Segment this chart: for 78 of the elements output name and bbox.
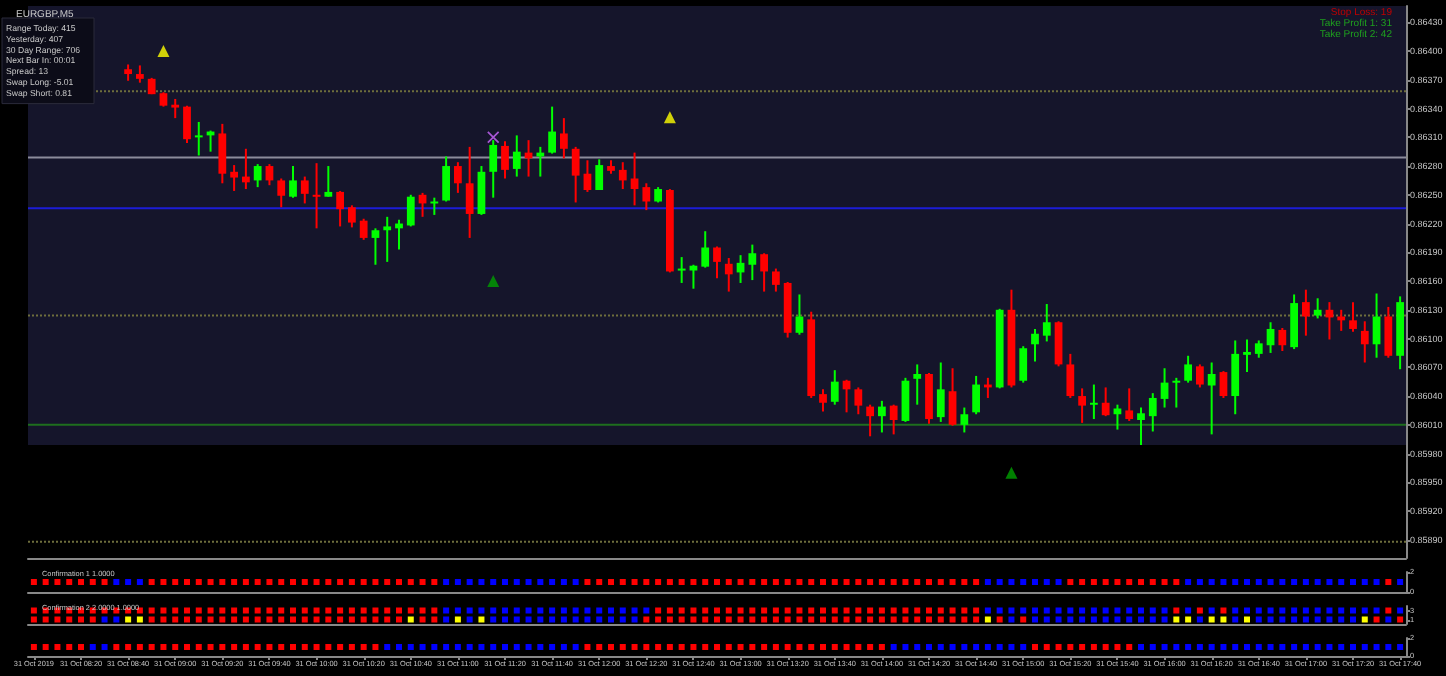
candlestick bbox=[277, 177, 286, 209]
candlestick bbox=[1019, 345, 1028, 384]
candlestick bbox=[171, 97, 180, 120]
candlestick bbox=[548, 105, 556, 155]
candlestick bbox=[972, 374, 980, 416]
candlestick bbox=[925, 372, 933, 425]
candlestick bbox=[677, 256, 686, 284]
point bbox=[1005, 466, 1018, 479]
candlestick bbox=[819, 388, 827, 413]
candlestick bbox=[830, 369, 839, 406]
candlestick bbox=[253, 163, 262, 189]
candlestick bbox=[1184, 354, 1192, 384]
candlestick bbox=[501, 140, 509, 180]
candlestick bbox=[1148, 392, 1157, 433]
candlestick bbox=[701, 230, 710, 269]
point bbox=[487, 131, 500, 144]
candlestick bbox=[218, 122, 227, 185]
candlestick bbox=[1137, 406, 1145, 446]
candlestick bbox=[230, 164, 238, 192]
candlestick bbox=[1207, 361, 1216, 436]
candlestick bbox=[713, 245, 721, 280]
candlestick bbox=[1219, 370, 1228, 399]
point bbox=[157, 45, 170, 58]
candlestick bbox=[689, 263, 698, 290]
candlestick bbox=[1054, 320, 1063, 368]
candlestick bbox=[1360, 320, 1369, 364]
candlestick bbox=[406, 193, 415, 228]
candlestick bbox=[1278, 327, 1287, 352]
candlestick bbox=[1313, 297, 1322, 320]
candlestick bbox=[359, 217, 368, 241]
candlestick bbox=[1078, 387, 1086, 424]
candlestick bbox=[454, 161, 462, 194]
candlestick bbox=[772, 267, 780, 293]
candlestick bbox=[1125, 387, 1134, 422]
candlestick bbox=[1172, 376, 1181, 409]
candlestick bbox=[866, 403, 874, 438]
candlestick bbox=[1031, 327, 1039, 363]
candlestick bbox=[1090, 383, 1098, 421]
candlestick bbox=[324, 165, 333, 198]
candlestick bbox=[1042, 303, 1051, 343]
candlestick bbox=[442, 155, 450, 203]
candlestick bbox=[1231, 339, 1240, 416]
candlestick bbox=[371, 227, 380, 266]
candlestick bbox=[289, 165, 297, 199]
candlestick bbox=[336, 189, 344, 228]
point bbox=[663, 111, 676, 124]
candlestick bbox=[183, 104, 191, 145]
point bbox=[487, 275, 500, 288]
candlestick bbox=[1101, 386, 1110, 418]
candlestick bbox=[1384, 305, 1393, 359]
candlestick bbox=[1066, 352, 1075, 399]
candlestick bbox=[1196, 363, 1204, 389]
candlestick bbox=[889, 403, 898, 436]
candlestick bbox=[854, 386, 863, 416]
candlestick bbox=[512, 134, 521, 178]
candlestick bbox=[724, 257, 733, 293]
candlestick bbox=[1243, 338, 1251, 374]
candlestick bbox=[913, 363, 922, 406]
candlestick bbox=[1302, 288, 1310, 337]
candlestick bbox=[760, 252, 768, 293]
candlestick bbox=[960, 406, 969, 434]
candlestick bbox=[477, 165, 486, 216]
candlestick bbox=[642, 182, 651, 212]
candlestick bbox=[618, 161, 627, 191]
candlestick bbox=[1349, 301, 1357, 333]
candlestick bbox=[300, 175, 309, 205]
candlestick bbox=[383, 215, 392, 263]
candlestick bbox=[595, 158, 604, 191]
candlestick bbox=[348, 204, 356, 229]
candlestick bbox=[194, 120, 203, 157]
candlestick bbox=[465, 145, 474, 239]
candlestick bbox=[936, 361, 945, 423]
candlestick bbox=[571, 145, 580, 204]
candlestick bbox=[878, 399, 886, 434]
candlestick bbox=[748, 243, 757, 282]
candlestick bbox=[948, 367, 957, 427]
candlestick bbox=[1290, 293, 1298, 351]
candlestick bbox=[560, 117, 568, 160]
